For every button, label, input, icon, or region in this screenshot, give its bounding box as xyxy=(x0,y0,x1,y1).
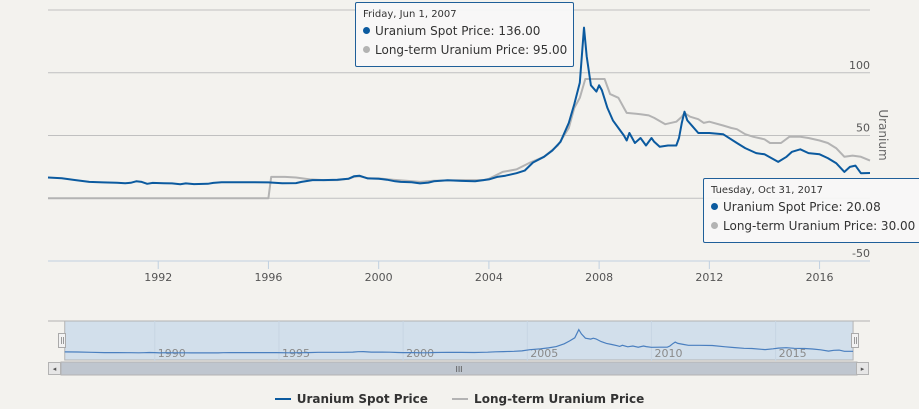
tooltip-row-longterm: Long-term Uranium Price: 30.00 xyxy=(711,217,916,236)
arrow-right-icon: ▸ xyxy=(860,364,865,373)
y-tick-label: 50 xyxy=(856,122,870,135)
tooltip-latest: Tuesday, Oct 31, 2017 Uranium Spot Price… xyxy=(703,178,919,243)
scroll-right-button[interactable]: ▸ xyxy=(856,362,869,375)
legend: Uranium Spot Price Long-term Uranium Pri… xyxy=(0,389,919,406)
x-tick-label: 2004 xyxy=(475,271,503,284)
legend-label: Long-term Uranium Price xyxy=(474,392,645,406)
plot-series xyxy=(47,26,871,200)
navigator-series xyxy=(64,328,854,354)
scroll-left-button[interactable]: ◂ xyxy=(48,362,61,375)
series-line-spot[interactable] xyxy=(47,26,871,186)
navigator-right-handle[interactable] xyxy=(851,333,859,348)
x-tick-label: 2000 xyxy=(365,271,393,284)
navigator-label: 2015 xyxy=(779,347,807,360)
legend-line-icon xyxy=(452,398,469,400)
tooltip-date: Friday, Jun 1, 2007 xyxy=(363,9,457,20)
series-dot-icon xyxy=(711,222,718,229)
navigator-label: 2010 xyxy=(654,347,682,360)
navigator: 1990 1995 2000 2005 2010 2015 III xyxy=(48,320,870,376)
tooltip-value: Uranium Spot Price: 20.08 xyxy=(723,200,881,214)
tooltip-row-spot: Uranium Spot Price: 20.08 xyxy=(711,198,916,217)
legend-label: Uranium Spot Price xyxy=(296,392,428,406)
navigator-label: 1995 xyxy=(282,347,310,360)
tooltip-date: Tuesday, Oct 31, 2017 xyxy=(711,185,824,196)
series-dot-icon xyxy=(363,27,370,34)
legend-item-longterm[interactable]: Long-term Uranium Price xyxy=(452,392,644,406)
series-dot-icon xyxy=(711,203,718,210)
tooltip-peak: Friday, Jun 1, 2007 Uranium Spot Price: … xyxy=(355,2,574,67)
x-tick-label: 1992 xyxy=(144,271,172,284)
y-axis-title: Uranium xyxy=(876,109,890,160)
tooltip-value: Long-term Uranium Price: 95.00 xyxy=(375,43,568,57)
tooltip-row-longterm: Long-term Uranium Price: 95.00 xyxy=(363,41,568,60)
navigator-label: 1990 xyxy=(158,347,186,360)
legend-line-icon xyxy=(274,398,291,400)
navigator-label: 2000 xyxy=(406,347,434,360)
x-tick-label: 1996 xyxy=(254,271,282,284)
legend-item-spot[interactable]: Uranium Spot Price xyxy=(274,392,428,406)
x-tick-label: 2016 xyxy=(806,271,834,284)
y-tick-label: 100 xyxy=(849,59,870,72)
navigator-left-handle[interactable] xyxy=(58,333,66,348)
series-dot-icon xyxy=(363,46,370,53)
tooltip-value: Uranium Spot Price: 136.00 xyxy=(375,24,541,38)
navigator-label: 2005 xyxy=(530,347,558,360)
tooltip-value: Long-term Uranium Price: 30.00 xyxy=(723,219,916,233)
y-axis-labels: 100 50 -50 xyxy=(849,59,870,260)
scrollbar-grip-icon[interactable]: III xyxy=(455,365,462,374)
tooltip-row-spot: Uranium Spot Price: 136.00 xyxy=(363,22,565,41)
x-axis: 1992 1996 2000 2004 2008 2012 2016 xyxy=(48,260,870,284)
arrow-left-icon: ◂ xyxy=(52,364,57,373)
x-tick-label: 2008 xyxy=(585,271,613,284)
y-tick-label: -50 xyxy=(852,247,870,260)
x-tick-label: 2012 xyxy=(695,271,723,284)
